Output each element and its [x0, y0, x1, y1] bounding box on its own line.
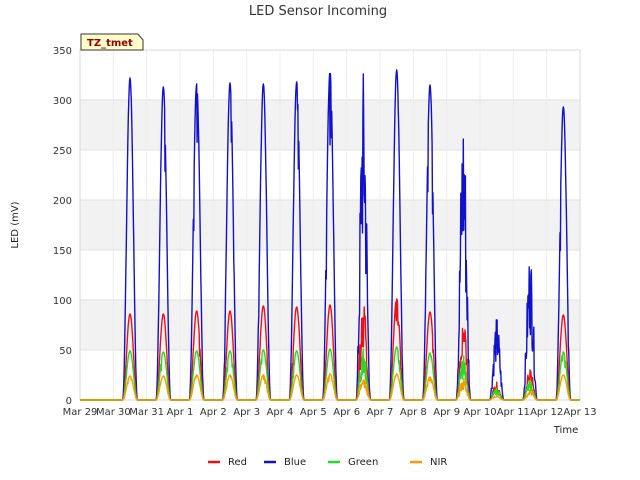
tz-tag: TZ_tmet — [80, 33, 144, 51]
legend: Red Blue Green NIR — [208, 457, 447, 468]
x-tick-label: Apr 3 — [233, 407, 260, 418]
legend-label-green: Green — [348, 457, 378, 468]
legend-label-blue: Blue — [284, 457, 306, 468]
legend-label-nir: NIR — [430, 457, 447, 468]
series-line-blue — [79, 69, 581, 401]
x-tick-label: Mar 31 — [129, 407, 164, 418]
x-axis-label: Time — [553, 425, 578, 436]
y-tick-label: 50 — [59, 346, 72, 357]
chart-title: LED Sensor Incoming — [249, 4, 387, 19]
x-tick-label: Apr 4 — [267, 407, 294, 418]
x-tick-label: Apr 12 — [530, 407, 563, 418]
series-layer — [79, 69, 581, 401]
x-tick-label: Apr 13 — [563, 407, 596, 418]
series-line-nir — [79, 373, 581, 401]
y-tick-label: 100 — [53, 296, 72, 307]
plot-bands — [80, 100, 580, 350]
plot-band — [80, 200, 580, 250]
y-axis-label: LED (mV) — [10, 201, 21, 248]
legend-label-red: Red — [228, 457, 247, 468]
x-tick-label: Apr 7 — [367, 407, 394, 418]
y-axis-ticks: 0 50 100 150 200 250 300 350 — [53, 46, 72, 407]
y-tick-label: 200 — [53, 196, 72, 207]
y-tick-label: 300 — [53, 96, 72, 107]
x-tick-label: Apr 11 — [497, 407, 530, 418]
x-tick-label: Apr 9 — [433, 407, 460, 418]
x-tick-label: Mar 29 — [63, 407, 98, 418]
tz-tag-label: TZ_tmet — [87, 38, 133, 49]
x-tick-label: Apr 2 — [200, 407, 227, 418]
plot-area-frame — [79, 49, 581, 401]
y-tick-label: 0 — [66, 396, 72, 407]
y-tick-label: 250 — [53, 146, 72, 157]
y-tick-label: 350 — [53, 46, 72, 57]
x-tick-label: Apr 10 — [463, 407, 496, 418]
x-tick-label: Apr 1 — [167, 407, 194, 418]
series-line-red — [79, 298, 581, 401]
series-line-green — [79, 346, 581, 401]
y-tick-label: 150 — [53, 246, 72, 257]
tz-tag-box — [80, 33, 144, 51]
x-tick-label: Mar 30 — [96, 407, 131, 418]
x-tick-label: Apr 8 — [400, 407, 427, 418]
x-tick-label: Apr 6 — [333, 407, 360, 418]
x-tick-label: Apr 5 — [300, 407, 327, 418]
